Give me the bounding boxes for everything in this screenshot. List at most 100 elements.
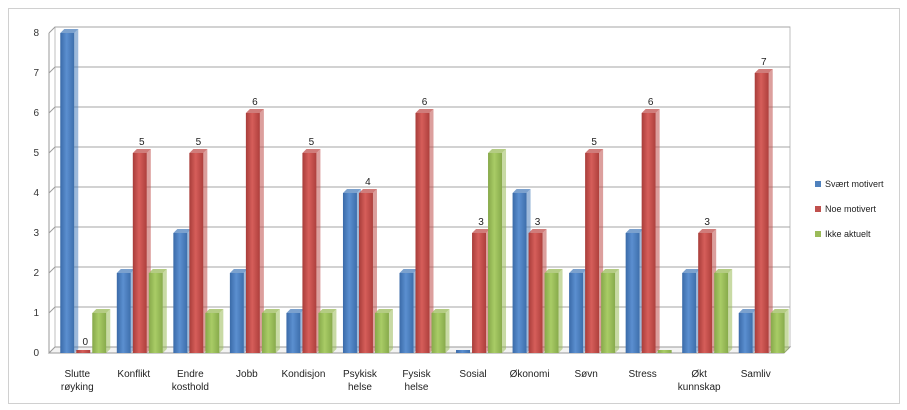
bar-top xyxy=(342,189,361,193)
bar-top xyxy=(528,229,547,233)
bar-side xyxy=(316,149,321,353)
bar xyxy=(399,269,418,353)
bar xyxy=(302,149,321,353)
bar-top xyxy=(358,189,377,193)
bar xyxy=(472,229,491,353)
y-tick-label: 7 xyxy=(33,68,39,79)
legend-swatch xyxy=(815,231,821,237)
bar-top xyxy=(261,309,280,313)
y-axis-ticks: 0 1 2 3 4 5 6 7 8 xyxy=(33,28,39,359)
bar xyxy=(738,309,757,353)
bar xyxy=(601,269,620,353)
x-tick-label: Stress xyxy=(628,369,656,380)
bar-front xyxy=(714,273,729,353)
bar xyxy=(116,269,135,353)
bar-side xyxy=(429,109,434,353)
bar-front xyxy=(302,153,317,353)
bar xyxy=(456,350,471,353)
bar-top xyxy=(770,309,789,313)
bar xyxy=(544,269,563,353)
data-label: 3 xyxy=(478,217,484,228)
bar-front xyxy=(472,233,487,353)
x-tick-label: Kondisjon xyxy=(281,369,325,380)
data-label: 0 xyxy=(82,337,88,348)
bar-front xyxy=(318,313,333,353)
x-tick-label: Endre kosthold xyxy=(172,369,209,393)
bar xyxy=(173,229,192,353)
bar-side xyxy=(558,269,563,353)
bar-top xyxy=(738,309,757,313)
bar-front xyxy=(358,193,373,353)
data-label: 5 xyxy=(309,137,315,148)
x-tick-label: Konflikt xyxy=(117,369,150,380)
bar-front xyxy=(431,313,446,353)
bar-front xyxy=(569,273,584,353)
bar xyxy=(754,69,773,353)
data-label: 6 xyxy=(252,97,258,108)
y-tick-label: 5 xyxy=(33,148,39,159)
bar-side xyxy=(655,109,660,353)
bar-chart: 0 1 2 3 4 5 6 7 8 0 5 5 6 5 4 6 3 3 5 6 3 7 Slutte røyking Kon… xyxy=(33,26,884,393)
bar-front xyxy=(173,233,188,353)
bar-front xyxy=(205,313,220,353)
y-tick-label: 3 xyxy=(33,228,39,239)
bar-front xyxy=(399,273,414,353)
data-label: 3 xyxy=(535,217,541,228)
bar-side xyxy=(106,309,111,353)
x-tick-label: Slutte røyking xyxy=(61,369,94,393)
bar-front xyxy=(245,113,260,353)
bar-side xyxy=(502,149,507,353)
bar xyxy=(512,189,531,353)
x-tick-label: Økt kunnskap xyxy=(678,369,721,393)
bar-side xyxy=(259,109,264,353)
bar-top xyxy=(431,309,450,313)
legend-entry: Noe motivert xyxy=(825,204,877,214)
bar xyxy=(641,109,660,353)
bar xyxy=(657,350,672,353)
bar-top xyxy=(472,229,491,233)
bar-top xyxy=(512,189,531,193)
y-tick-label: 4 xyxy=(33,188,39,199)
bar xyxy=(770,309,789,353)
legend-entry: Ikke aktuelt xyxy=(825,229,871,239)
bar xyxy=(528,229,547,353)
bar-top xyxy=(229,269,248,273)
bar xyxy=(92,309,111,353)
bar xyxy=(714,269,733,353)
gridline-diagonal xyxy=(48,186,56,194)
data-label: 7 xyxy=(761,57,767,68)
x-tick-label: Samliv xyxy=(741,369,771,380)
legend: Svært motivert Noe motivert Ikke aktuelt xyxy=(815,179,884,239)
bar-top xyxy=(569,269,588,273)
bar-front xyxy=(342,193,357,353)
bar xyxy=(585,149,604,353)
bar-top xyxy=(641,109,660,113)
bar xyxy=(374,309,393,353)
gridline-diagonal xyxy=(48,266,56,274)
bar xyxy=(60,29,79,353)
x-axis-categories: Slutte røyking Konflikt Endre kosthold Jobb Ko… xyxy=(61,369,771,393)
bar-top xyxy=(374,309,393,313)
bar-front xyxy=(544,273,559,353)
chart-frame: 0 1 2 3 4 5 6 7 8 0 5 5 6 5 4 6 3 3 5 6 3 7 Slutte røyking Kon… xyxy=(8,8,900,404)
bar-top xyxy=(205,309,224,313)
bar-side xyxy=(784,309,789,353)
bar-front xyxy=(585,153,600,353)
bar-top xyxy=(714,269,733,273)
bar-front xyxy=(286,313,301,353)
y-tick-label: 1 xyxy=(33,308,39,319)
bar-top xyxy=(132,149,151,153)
bar-side xyxy=(768,69,773,353)
bar-front xyxy=(601,273,616,353)
bar xyxy=(229,269,248,353)
bar-front xyxy=(60,33,75,353)
bar-top xyxy=(116,269,135,273)
bar-front xyxy=(738,313,753,353)
gridline-diagonal xyxy=(48,306,56,314)
y-tick-label: 0 xyxy=(33,348,39,359)
bar-top xyxy=(415,109,434,113)
bar-front xyxy=(698,233,713,353)
bar-front xyxy=(456,350,471,353)
bar-front xyxy=(76,350,91,353)
gridline-diagonal xyxy=(48,66,56,74)
